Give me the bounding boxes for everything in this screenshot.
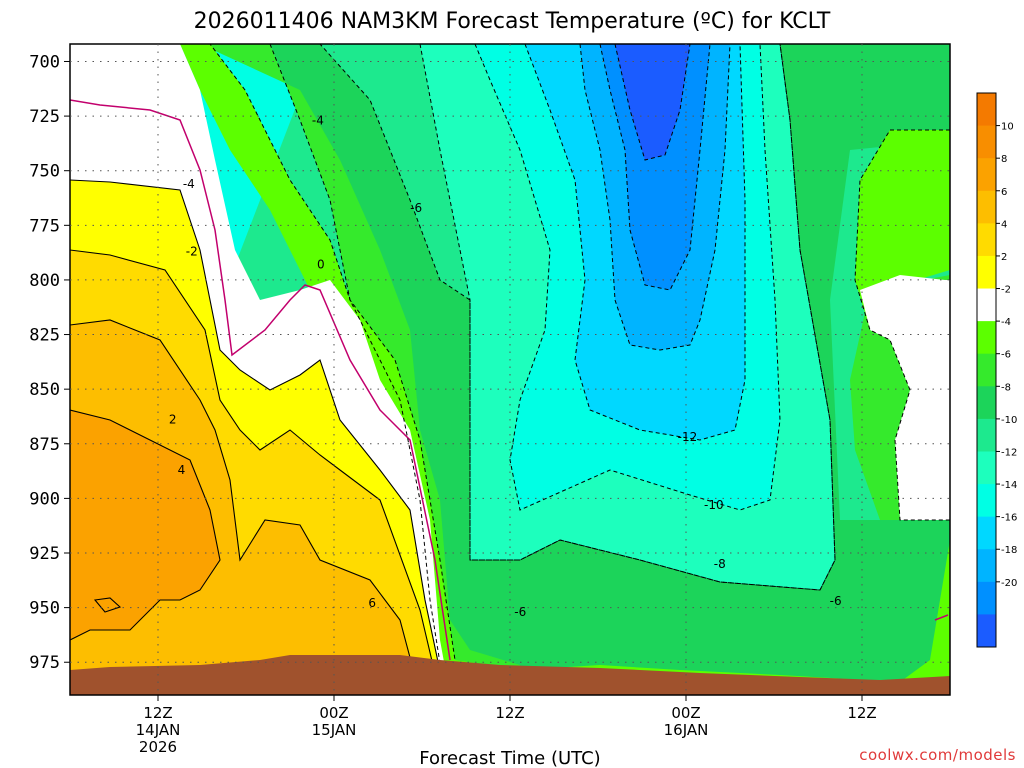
contour-minus-4 <box>200 44 446 695</box>
contour-label: 0 <box>317 258 325 272</box>
plot-area <box>70 44 950 695</box>
contour-label: -2 <box>186 245 198 259</box>
colorbar-label: -4 <box>1001 317 1011 328</box>
x-axis-label: Forecast Time (UTC) <box>419 748 600 768</box>
y-tick-label: 925 <box>29 544 60 564</box>
contour-label: -4 <box>312 113 324 127</box>
contour-label: -6 <box>830 594 842 608</box>
contour-labels: -4 -2 -4 0 -6 2 4 6 -6 -12 -10 -8 -6 <box>169 113 842 619</box>
y-tick-label: 850 <box>29 380 60 400</box>
colorbar-label: -2 <box>1001 285 1011 296</box>
x-tick-label: 2026 <box>139 738 177 756</box>
colorbar-label: 2 <box>1001 252 1007 263</box>
contour-plus-8-small <box>93 597 122 613</box>
contour-zero-right <box>934 614 949 621</box>
y-tick-label: 950 <box>29 599 60 619</box>
y-tick-label: 875 <box>29 435 60 455</box>
colorbar-label: -14 <box>1001 480 1017 491</box>
contour-label: 6 <box>368 596 376 610</box>
contour-label: 4 <box>178 463 186 477</box>
colorbar-label: 10 <box>1001 122 1014 133</box>
colorbar-swatch <box>977 614 996 648</box>
contour-label: -6 <box>514 605 526 619</box>
y-tick-label: 800 <box>29 271 60 291</box>
colorbar-swatch <box>977 255 996 290</box>
colorbar-swatch <box>977 484 996 518</box>
colorbar: 10 8 6 4 2 -2 -4 -6 -8 -10 -12 -14 -16 -18 -20 <box>976 92 1017 648</box>
colorbar-swatch <box>977 321 996 355</box>
contour-plus-8 <box>70 409 221 641</box>
y-tick-label: 750 <box>29 162 60 182</box>
chart-title: 2026011406 NAM3KM Forecast Temperature (… <box>194 9 831 34</box>
contour-minus-8 <box>419 44 836 591</box>
colorbar-swatch <box>977 581 996 615</box>
y-tick-label: 775 <box>29 216 60 236</box>
region-minus-18-to-minus-20 <box>600 44 710 290</box>
contour-plus-6 <box>70 319 421 695</box>
credit-text: coolwx.com/models <box>859 746 1016 764</box>
colorbar-swatch <box>977 158 996 192</box>
contour-plus-4 <box>70 249 441 695</box>
colorbar-swatch <box>977 93 996 127</box>
colorbar-label: -18 <box>1001 545 1017 556</box>
contour-label: -10 <box>704 498 724 512</box>
y-tick-label: 975 <box>29 653 60 673</box>
contour-zero-left <box>70 99 451 661</box>
contour-label: -8 <box>714 557 726 571</box>
colorbar-swatch <box>977 288 996 322</box>
colorbar-label: -6 <box>1001 350 1011 361</box>
x-tick-label: 00Z <box>671 704 700 722</box>
colorbar-swatch <box>977 353 996 387</box>
x-tick-label: 15JAN <box>312 721 357 739</box>
colorbar-label: -12 <box>1001 447 1017 458</box>
contour-minus-2 <box>180 44 456 661</box>
x-tick-label: 12Z <box>143 704 172 722</box>
colorbar-frame <box>976 92 997 648</box>
colorbar-swatch <box>977 190 996 224</box>
colorbar-swatch <box>977 223 996 257</box>
contour-minus-12 <box>524 44 746 441</box>
region-minus-20-to-minus-22 <box>615 44 690 160</box>
region-8-to-6 <box>70 410 220 640</box>
x-tick-label: 00Z <box>319 704 348 722</box>
freezing-contours <box>70 99 949 661</box>
colorbar-label: -20 <box>1001 578 1017 589</box>
colorbar-label: 8 <box>1001 154 1007 165</box>
y-axis: 700 725 750 775 800 825 850 875 900 925 950 975 <box>29 52 70 673</box>
colorbar-swatch <box>977 451 996 485</box>
x-tick-label: 12Z <box>495 704 524 722</box>
contour-minus-6 <box>270 44 836 591</box>
x-tick-label: 12Z <box>847 704 876 722</box>
colorbar-label: -10 <box>1001 415 1017 426</box>
y-tick-label: 700 <box>29 52 60 72</box>
contour-label: 2 <box>169 413 177 427</box>
y-tick-label: 900 <box>29 489 60 509</box>
colorbar-label: -16 <box>1001 513 1017 524</box>
colorbar-label: 6 <box>1001 187 1007 198</box>
y-tick-label: 825 <box>29 326 60 346</box>
contour-label: -12 <box>678 430 698 444</box>
colorbar-label: 4 <box>1001 219 1007 230</box>
x-tick-label: 14JAN <box>136 721 181 739</box>
colorbar-swatch <box>977 125 996 159</box>
contour-plus-2 <box>70 179 446 695</box>
contour-minus-18 <box>614 44 691 161</box>
cold-contours <box>180 44 950 695</box>
colorbar-swatch <box>977 386 996 420</box>
y-tick-label: 725 <box>29 107 60 127</box>
colorbar-swatch <box>977 418 996 452</box>
contour-label: -6 <box>410 201 422 215</box>
contour-label: -4 <box>183 177 195 191</box>
colorbar-swatch <box>977 516 996 550</box>
colorbar-swatch <box>977 549 996 583</box>
colorbar-label: -8 <box>1001 382 1011 393</box>
contour-minus-16 <box>599 44 711 291</box>
contour-minus-10 <box>474 44 781 511</box>
x-tick-label: 16JAN <box>664 721 709 739</box>
warm-contours <box>70 179 446 695</box>
